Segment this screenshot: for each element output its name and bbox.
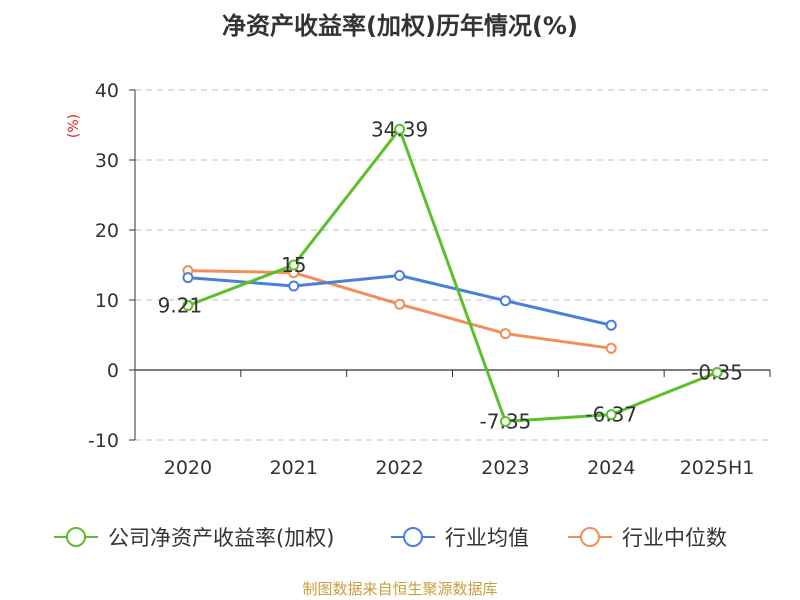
x-axis-labels: 2020 2021 2022 2023 2024 2025H1 bbox=[164, 457, 755, 479]
legend-label-industry-mean: 行业均值 bbox=[445, 526, 529, 550]
y-tick-label: 20 bbox=[95, 220, 119, 242]
x-tick-label: 2021 bbox=[270, 457, 318, 479]
data-point bbox=[394, 298, 406, 310]
y-tick-label: -10 bbox=[88, 430, 119, 452]
data-point bbox=[711, 366, 723, 378]
data-point bbox=[499, 328, 511, 340]
data-point bbox=[394, 270, 406, 281]
data-point bbox=[605, 342, 617, 354]
legend-item-industry-mean[interactable]: 行业均值 bbox=[389, 522, 529, 552]
data-point bbox=[182, 300, 194, 312]
x-axis bbox=[134, 369, 771, 377]
data-point bbox=[182, 272, 194, 284]
y-axis-label: (%) bbox=[66, 114, 82, 138]
legend-marker-industry-mean bbox=[391, 527, 435, 547]
y-tick-label: 10 bbox=[95, 290, 119, 312]
x-tick-label: 2022 bbox=[375, 457, 423, 479]
plot-area bbox=[182, 123, 723, 427]
x-tick-label: 2024 bbox=[587, 457, 635, 479]
data-label: 15 bbox=[281, 253, 306, 277]
series-line bbox=[187, 127, 718, 423]
data-point bbox=[605, 409, 617, 421]
data-labels: 9.21 15 34.39 -7.35 -6.37 -0.35 bbox=[158, 117, 743, 433]
y-axis: -10 0 10 20 30 40 bbox=[88, 80, 136, 452]
data-label: 34.39 bbox=[371, 117, 428, 141]
data-point bbox=[605, 319, 617, 331]
y-tick-label: 40 bbox=[95, 80, 119, 102]
y-tick-label: 0 bbox=[107, 360, 119, 382]
data-label: -6.37 bbox=[585, 403, 637, 427]
x-tick-label: 2020 bbox=[164, 457, 212, 479]
data-label: -7.35 bbox=[480, 409, 532, 433]
data-point bbox=[499, 295, 511, 307]
legend-label-industry-median: 行业中位数 bbox=[622, 526, 727, 550]
data-point bbox=[499, 415, 511, 427]
legend-marker-company-roe bbox=[54, 527, 98, 547]
data-point bbox=[288, 259, 300, 271]
data-point bbox=[394, 123, 406, 135]
legend-item-company-roe[interactable]: 公司净资产收益率(加权) bbox=[52, 522, 334, 552]
x-tick-label: 2023 bbox=[481, 457, 529, 479]
data-point bbox=[288, 280, 300, 292]
y-tick-label: 30 bbox=[95, 150, 119, 172]
data-label: 9.21 bbox=[158, 294, 203, 318]
legend-marker-industry-median bbox=[568, 527, 612, 547]
grid-lines bbox=[135, 89, 770, 441]
chart-title: 净资产收益率(加权)历年情况(%) bbox=[222, 12, 578, 40]
legend-label-company-roe: 公司净资产收益率(加权) bbox=[108, 526, 335, 550]
x-tick-label: 2025H1 bbox=[680, 457, 755, 479]
source-note: 制图数据来自恒生聚源数据库 bbox=[302, 580, 498, 598]
data-label: -0.35 bbox=[691, 360, 743, 384]
legend-item-industry-median[interactable]: 行业中位数 bbox=[566, 522, 727, 552]
